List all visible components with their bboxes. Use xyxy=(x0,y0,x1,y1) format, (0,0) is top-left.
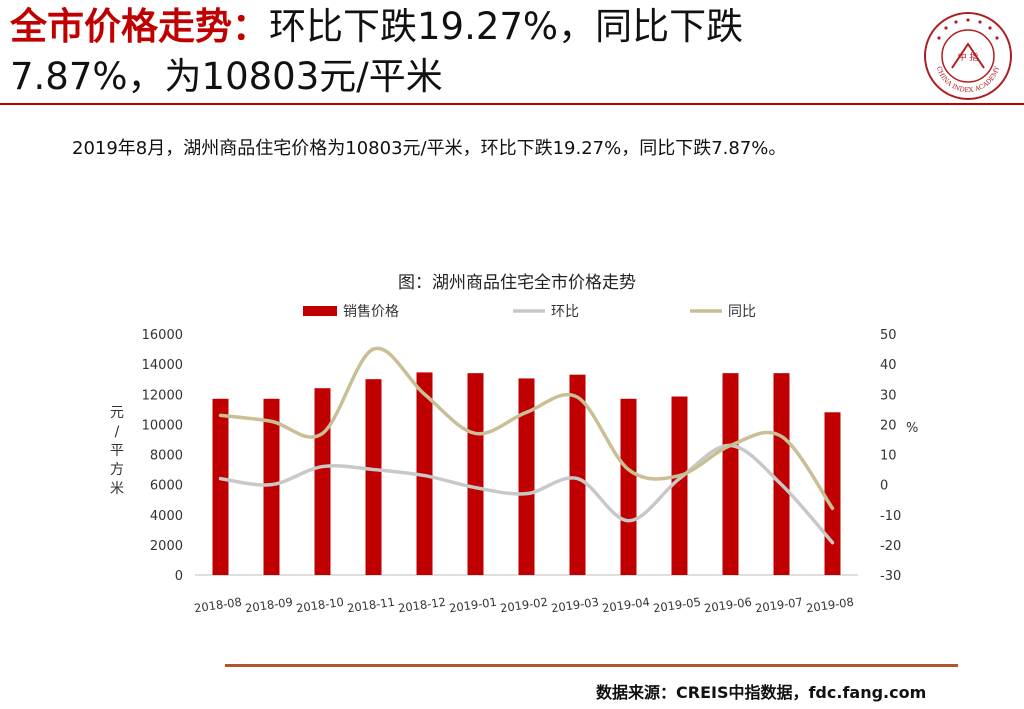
y-axis-label: 元 xyxy=(110,405,124,421)
y-tick-label: 2000 xyxy=(150,539,183,554)
legend-label: 同比 xyxy=(728,304,756,320)
price-bar xyxy=(722,373,739,575)
y-tick-label: 4000 xyxy=(150,509,183,524)
price-bar xyxy=(365,379,382,575)
price-bar xyxy=(671,396,688,575)
x-tick-label: 2019-04 xyxy=(601,595,651,616)
chart-legend: 销售价格 环比 同比 xyxy=(303,304,756,320)
x-tick-label: 2019-05 xyxy=(652,595,702,616)
yoy-line xyxy=(218,346,835,511)
y-tick-label: 8000 xyxy=(150,449,183,464)
price-bar xyxy=(212,398,229,575)
x-tick-label: 2019-06 xyxy=(703,595,753,616)
price-bar xyxy=(620,398,637,575)
y2-tick-label: 10 xyxy=(880,449,897,464)
y-tick-label: 14000 xyxy=(142,358,183,373)
header-divider xyxy=(0,103,1024,105)
price-bar xyxy=(773,373,790,575)
x-tick-label: 2018-12 xyxy=(397,595,447,616)
percent-lines xyxy=(218,346,835,545)
price-bar xyxy=(416,372,433,575)
y2-axis-label: % xyxy=(906,421,918,436)
y-axis-label: 米 xyxy=(110,481,124,497)
title-rest: 环比下跌19.27%，同比下跌7.87%，为10803元/平米 xyxy=(10,5,744,98)
x-tick-label: 2018-08 xyxy=(193,595,243,616)
summary-text: 2019年8月，湖州商品住宅价格为10803元/平米，环比下跌19.27%，同比… xyxy=(72,138,787,159)
page-title: 全市价格走势：环比下跌19.27%，同比下跌7.87%，为10803元/平米 xyxy=(10,2,890,102)
y-tick-label: 0 xyxy=(175,569,183,584)
price-bars xyxy=(212,372,841,575)
legend-label: 环比 xyxy=(551,304,579,320)
x-tick-label: 2019-07 xyxy=(754,595,804,616)
y-axis-label: / xyxy=(115,424,120,440)
y2-tick-label: 40 xyxy=(880,358,897,373)
y2-tick-label: 0 xyxy=(880,479,888,494)
x-tick-label: 2018-11 xyxy=(346,595,396,616)
x-tick-label: 2019-01 xyxy=(448,595,498,616)
price-bar xyxy=(518,378,535,575)
y-tick-label: 10000 xyxy=(142,418,183,433)
price-bar xyxy=(467,373,484,575)
y-axis-label: 方 xyxy=(110,462,124,478)
y2-tick-label: -10 xyxy=(880,509,901,524)
price-trend-chart: 图：湖州商品住宅全市价格走势 销售价格 环比 同比 0 2000 4000 6000 800… xyxy=(110,273,918,615)
y2-tick-label: -20 xyxy=(880,539,901,554)
chart-title: 图：湖州商品住宅全市价格走势 xyxy=(398,273,636,293)
price-bar xyxy=(824,412,841,575)
x-tick-label: 2018-10 xyxy=(295,595,345,616)
y-tick-label: 6000 xyxy=(150,479,183,494)
price-bar xyxy=(569,374,586,575)
title-highlight: 全市价格走势： xyxy=(10,5,269,48)
legend-label: 销售价格 xyxy=(343,304,399,320)
price-bar xyxy=(263,398,280,575)
y-tick-label: 16000 xyxy=(142,328,183,343)
x-tick-label: 2019-03 xyxy=(550,595,600,616)
y2-tick-label: 20 xyxy=(880,418,897,433)
y-tick-label: 12000 xyxy=(142,388,183,403)
x-tick-label: 2019-08 xyxy=(805,595,855,616)
data-source: 数据来源：CREIS中指数据，fdc.fang.com xyxy=(596,683,927,702)
footer-divider xyxy=(225,664,958,667)
y2-tick-label: -30 xyxy=(880,569,901,584)
china-index-academy-logo: 中 指 CHINA INDEX ACADEMY xyxy=(924,12,1012,100)
y-axis-label: 平 xyxy=(110,443,124,459)
legend-swatch-bar xyxy=(303,306,337,316)
x-tick-label: 2018-09 xyxy=(244,595,294,616)
y2-tick-label: 50 xyxy=(880,328,897,343)
logo-center-text: 中 指 xyxy=(958,51,979,63)
price-bar xyxy=(314,388,331,575)
x-tick-label: 2019-02 xyxy=(499,595,549,616)
y2-tick-label: 30 xyxy=(880,388,897,403)
chart-axes: 0 2000 4000 6000 8000 10000 12000 14000 16000 -30… xyxy=(110,328,918,615)
